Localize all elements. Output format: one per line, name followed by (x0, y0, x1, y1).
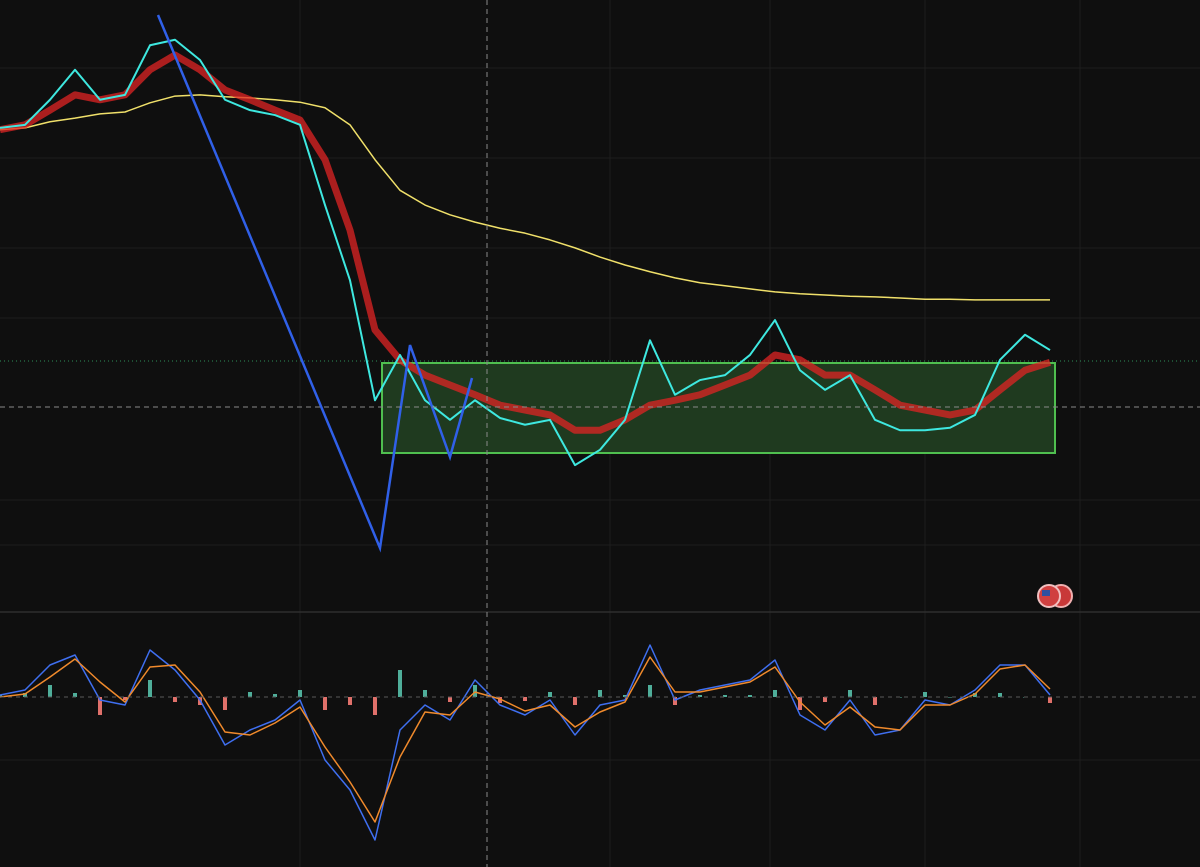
histogram-bar (548, 692, 552, 697)
histogram-bar (648, 685, 652, 697)
zigzag (156, 14, 474, 553)
histogram-bar (73, 693, 77, 697)
histogram-bar (423, 690, 427, 697)
histogram-bar (223, 697, 227, 710)
histogram-bar (498, 697, 502, 703)
event-icon[interactable] (1037, 584, 1073, 608)
histogram-bar (98, 697, 102, 715)
histogram-bar (873, 697, 877, 705)
histogram-bar (298, 690, 302, 697)
histogram-bar (573, 697, 577, 705)
histogram-bar (673, 697, 677, 705)
histogram-bar (623, 695, 627, 697)
histogram-bar (523, 697, 527, 701)
histogram-bar (48, 685, 52, 697)
histogram-bar (398, 670, 402, 697)
histogram-bar (0, 695, 2, 697)
series-line (0, 94, 1050, 301)
histogram-bar (1048, 697, 1052, 703)
histogram-bar (23, 693, 27, 697)
histogram-bar (698, 695, 702, 697)
histogram-bar (348, 697, 352, 705)
histogram-bar (323, 697, 327, 710)
histogram-bar (723, 695, 727, 697)
histogram-bar (373, 697, 377, 715)
histogram-bar (973, 693, 977, 697)
histogram-bar (248, 692, 252, 697)
histogram-bar (848, 690, 852, 697)
histogram-bar (473, 685, 477, 697)
histogram-bar (448, 697, 452, 702)
range-box (381, 362, 1056, 454)
histogram-bar (123, 697, 127, 700)
histogram-bar (273, 694, 277, 697)
series-line (0, 656, 1051, 823)
histogram-bar (173, 697, 177, 702)
histogram-bar (598, 690, 602, 697)
histogram-bar (923, 692, 927, 697)
histogram-bar (748, 695, 752, 697)
histogram-bar (998, 693, 1002, 697)
histogram-bar (798, 697, 802, 710)
histogram-bar (148, 680, 152, 697)
histogram-bar (773, 690, 777, 697)
histogram-bar (823, 697, 827, 702)
series-line (0, 644, 1051, 841)
histogram-bar (948, 697, 952, 698)
event-icon-flag[interactable] (1042, 590, 1050, 596)
series-line (0, 38, 1051, 467)
